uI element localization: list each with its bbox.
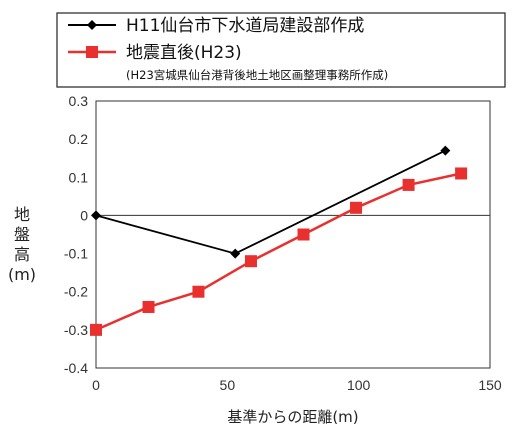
- data-point-diamond: [230, 248, 241, 259]
- y-tick-label: -0.3: [64, 322, 88, 338]
- x-tick-label: 150: [478, 377, 502, 393]
- legend-box: [56, 12, 506, 88]
- y-tick-label: -0.1: [64, 246, 88, 262]
- y-tick-label: 0.2: [69, 131, 89, 147]
- x-axis-ticks: 0 50 100 150: [92, 377, 502, 393]
- x-tick-label: 100: [347, 377, 371, 393]
- data-point-diamond: [440, 145, 451, 156]
- series-line-2: [95, 172, 462, 332]
- y-axis-ticks: 0.3 0.2 0.1 0 -0.1 -0.2 -0.3 -0.4: [64, 93, 88, 376]
- legend-note: (H23宮城県仙台港背後地土地区画整理事務所作成): [126, 68, 388, 82]
- data-point-square: [244, 255, 257, 268]
- y-axis-label-char-3: 高: [14, 245, 30, 264]
- data-point-square: [192, 285, 205, 298]
- x-tick-label: 0: [92, 377, 100, 393]
- y-tick-label: -0.2: [64, 284, 88, 300]
- x-tick-label: 50: [220, 377, 236, 393]
- y-tick-label: 0.3: [69, 93, 89, 109]
- y-axis-label: 地 盤 高 (m): [8, 205, 36, 284]
- legend-marker-1: [87, 20, 97, 30]
- series-layer: [90, 145, 468, 336]
- legend-label-2: 地震直後(H23): [126, 43, 242, 63]
- y-tick-label: 0: [80, 207, 88, 223]
- data-point-square: [455, 167, 468, 180]
- plot-frame: [95, 100, 491, 369]
- y-tick-label: -0.4: [64, 360, 88, 376]
- x-axis-label: 基準からの距離(m): [227, 408, 358, 426]
- y-axis-label-char-2: 盤: [14, 225, 30, 244]
- data-point-square: [350, 201, 363, 214]
- plot-area: 0.3 0.2 0.1 0 -0.1 -0.2 -0.3 -0.4 0 50 100 150: [64, 93, 502, 393]
- y-axis-label-char-1: 地: [14, 205, 30, 224]
- data-point-square: [142, 300, 155, 313]
- legend-marker-2: [86, 46, 98, 58]
- data-point-square: [90, 323, 102, 336]
- legend: H11仙台市下水道局建設部作成 地震直後(H23) (H23宮城県仙台港背後地土…: [56, 12, 506, 88]
- legend-label-1: H11仙台市下水道局建設部作成: [126, 16, 364, 36]
- y-tick-label: 0.1: [69, 169, 89, 185]
- y-axis-label-char-4: (m): [8, 265, 36, 284]
- data-point-square: [402, 178, 415, 191]
- series-line-1: [95, 149, 446, 255]
- data-point-diamond: [91, 210, 101, 221]
- data-point-square: [297, 228, 310, 241]
